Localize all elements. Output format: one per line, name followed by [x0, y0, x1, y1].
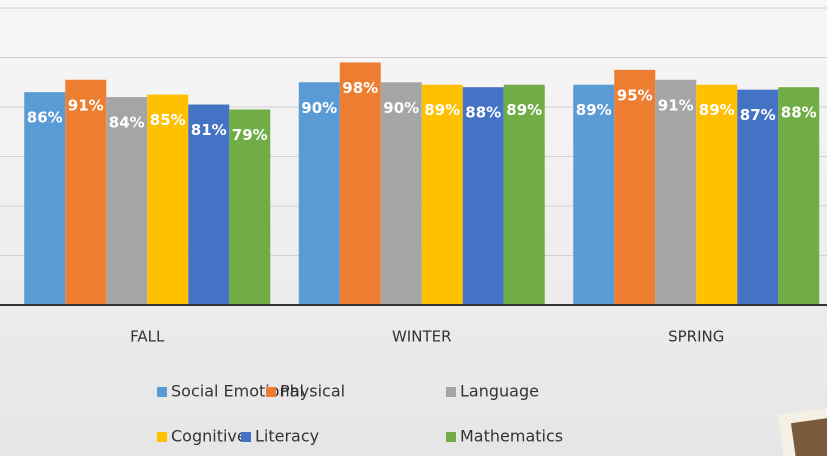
legend-label: Literacy [255, 427, 319, 446]
bar [106, 97, 148, 305]
bar [503, 84, 545, 305]
bar [655, 79, 697, 306]
data-label: 89% [699, 101, 735, 119]
data-label: 95% [617, 86, 653, 104]
bar [147, 94, 189, 305]
legend-label: Mathematics [460, 427, 563, 446]
data-label: 81% [191, 121, 227, 139]
bar [298, 82, 340, 305]
bar [188, 104, 230, 306]
bar [339, 62, 381, 306]
bar [737, 89, 779, 305]
data-label: 98% [342, 79, 378, 97]
bar [573, 84, 615, 305]
legend-swatch [241, 432, 251, 442]
x-tick-label: FALL [130, 328, 165, 346]
legend-label: Cognitive [171, 427, 247, 446]
legend-swatch [446, 432, 456, 442]
bar [696, 84, 738, 305]
data-label: 89% [424, 101, 460, 119]
data-label: 87% [740, 106, 776, 124]
data-label: 89% [576, 101, 612, 119]
data-label: 91% [68, 96, 104, 114]
bar [24, 92, 66, 306]
data-label: 85% [150, 111, 186, 129]
data-label: 91% [658, 96, 694, 114]
bar [614, 69, 656, 305]
data-label: 90% [383, 99, 419, 117]
legend-swatch [157, 432, 167, 442]
legend-label: Language [460, 382, 539, 401]
bar [380, 82, 422, 305]
data-label: 89% [506, 101, 542, 119]
x-tick-label: SPRING [668, 328, 724, 346]
data-label: 79% [232, 126, 268, 144]
legend-swatch [446, 387, 456, 397]
x-tick-label: WINTER [392, 328, 452, 346]
bar [421, 84, 463, 305]
legend-swatch [266, 387, 276, 397]
legend-label: Physical [280, 382, 345, 401]
data-label: 90% [301, 99, 337, 117]
bar [778, 87, 820, 305]
bar [462, 87, 504, 305]
legend-swatch [157, 387, 167, 397]
bar [65, 79, 107, 306]
bar [229, 109, 271, 305]
photo-corner [777, 407, 827, 456]
data-label: 88% [465, 104, 501, 122]
data-label: 86% [27, 109, 63, 127]
data-label: 88% [781, 104, 817, 122]
data-label: 84% [109, 114, 145, 132]
